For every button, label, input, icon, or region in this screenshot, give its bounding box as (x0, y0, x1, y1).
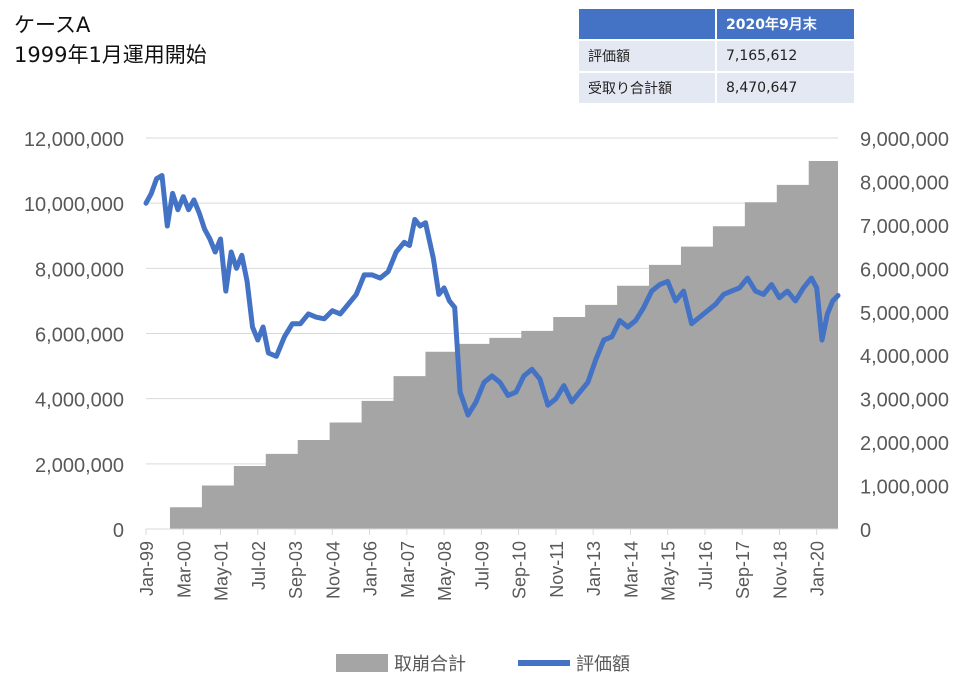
x-tick-label: Mar-14 (621, 541, 641, 598)
x-tick-label: Jan-13 (584, 541, 604, 596)
y-left-tick-label: 8,000,000 (35, 259, 124, 281)
x-tick-label: Jul-09 (472, 541, 492, 590)
x-tick-label: Sep-17 (733, 541, 753, 599)
chart-title-block: ケースA 1999年1月運用開始 (14, 10, 207, 70)
summary-table: 2020年9月末 評価額 7,165,612 受取り合計額 8,470,647 (577, 7, 856, 105)
withdrawal-area (146, 160, 838, 530)
chart-subtitle: 1999年1月運用開始 (14, 43, 207, 67)
y-right-tick-label: 6,000,000 (860, 259, 949, 281)
x-tick-label: Nov-11 (547, 541, 567, 598)
summary-table-header: 2020年9月末 (579, 9, 854, 39)
x-tick-label: Mar-07 (398, 541, 418, 598)
y-left-tick-label: 12,000,000 (24, 129, 124, 151)
x-tick-label: May-01 (212, 541, 232, 601)
y-right-tick-label: 7,000,000 (860, 216, 949, 238)
valuation-line-layer (143, 173, 841, 418)
x-tick-label: Jan-06 (361, 541, 381, 596)
x-tick-label: Jul-02 (249, 541, 269, 590)
y-right-tick-label: 4,000,000 (860, 346, 949, 368)
y-left-tick-label: 2,000,000 (35, 455, 124, 477)
y-left-axis: 0 2,000,000 4,000,000 6,000,000 8,000,000 10,… (24, 129, 124, 542)
y-right-tick-label: 2,000,000 (860, 433, 949, 455)
summary-row-value: 7,165,612 (717, 41, 854, 71)
x-tick-label: Jan-99 (137, 541, 157, 596)
x-tick-label: Jan-20 (808, 541, 828, 596)
y-right-axis: 0 1,000,000 2,000,000 3,000,000 4,000,000 5,0… (860, 129, 949, 542)
legend-swatch-line (518, 660, 570, 666)
summary-row-label: 評価額 (579, 41, 715, 71)
x-tick-label: May-15 (659, 541, 679, 601)
y-right-tick-label: 8,000,000 (860, 172, 949, 194)
y-left-tick-label: 10,000,000 (24, 194, 124, 216)
y-right-tick-label: 0 (860, 520, 871, 542)
legend-swatch-area (336, 654, 388, 672)
summary-row-label: 受取り合計額 (579, 73, 715, 103)
summary-row-value: 8,470,647 (717, 73, 854, 103)
x-axis: Jan-99 Mar-00 May-01 Jul-02 Sep-03 Nov-04 Jan-… (137, 528, 838, 601)
y-left-tick-label: 4,000,000 (35, 390, 124, 412)
chart-title: ケースA (14, 13, 91, 37)
y-right-tick-label: 9,000,000 (860, 129, 949, 151)
x-tick-label: May-08 (435, 541, 455, 601)
summary-table-row: 受取り合計額 8,470,647 (579, 73, 854, 103)
summary-table-row: 評価額 7,165,612 (579, 41, 854, 71)
summary-header-date: 2020年9月末 (717, 9, 854, 39)
x-tick-label: Jul-16 (696, 541, 716, 590)
summary-header-blank (579, 9, 715, 39)
legend-label-area: 取崩合計 (394, 654, 466, 675)
withdrawal-area-layer (146, 160, 838, 530)
x-tick-label: Mar-00 (174, 541, 194, 598)
x-tick-label: Nov-18 (770, 541, 790, 599)
y-right-tick-label: 3,000,000 (860, 390, 949, 412)
y-left-tick-label: 0 (113, 520, 124, 542)
y-left-tick-label: 6,000,000 (35, 325, 124, 347)
valuation-line (143, 173, 841, 418)
y-right-tick-label: 1,000,000 (860, 477, 949, 499)
legend-label-line: 評価額 (576, 654, 630, 675)
legend: 取崩合計 評価額 (336, 654, 630, 675)
x-tick-label: Sep-03 (286, 541, 306, 599)
x-tick-label: Nov-04 (323, 541, 343, 599)
y-right-tick-label: 5,000,000 (860, 303, 949, 325)
x-tick-label: Sep-10 (510, 541, 530, 599)
